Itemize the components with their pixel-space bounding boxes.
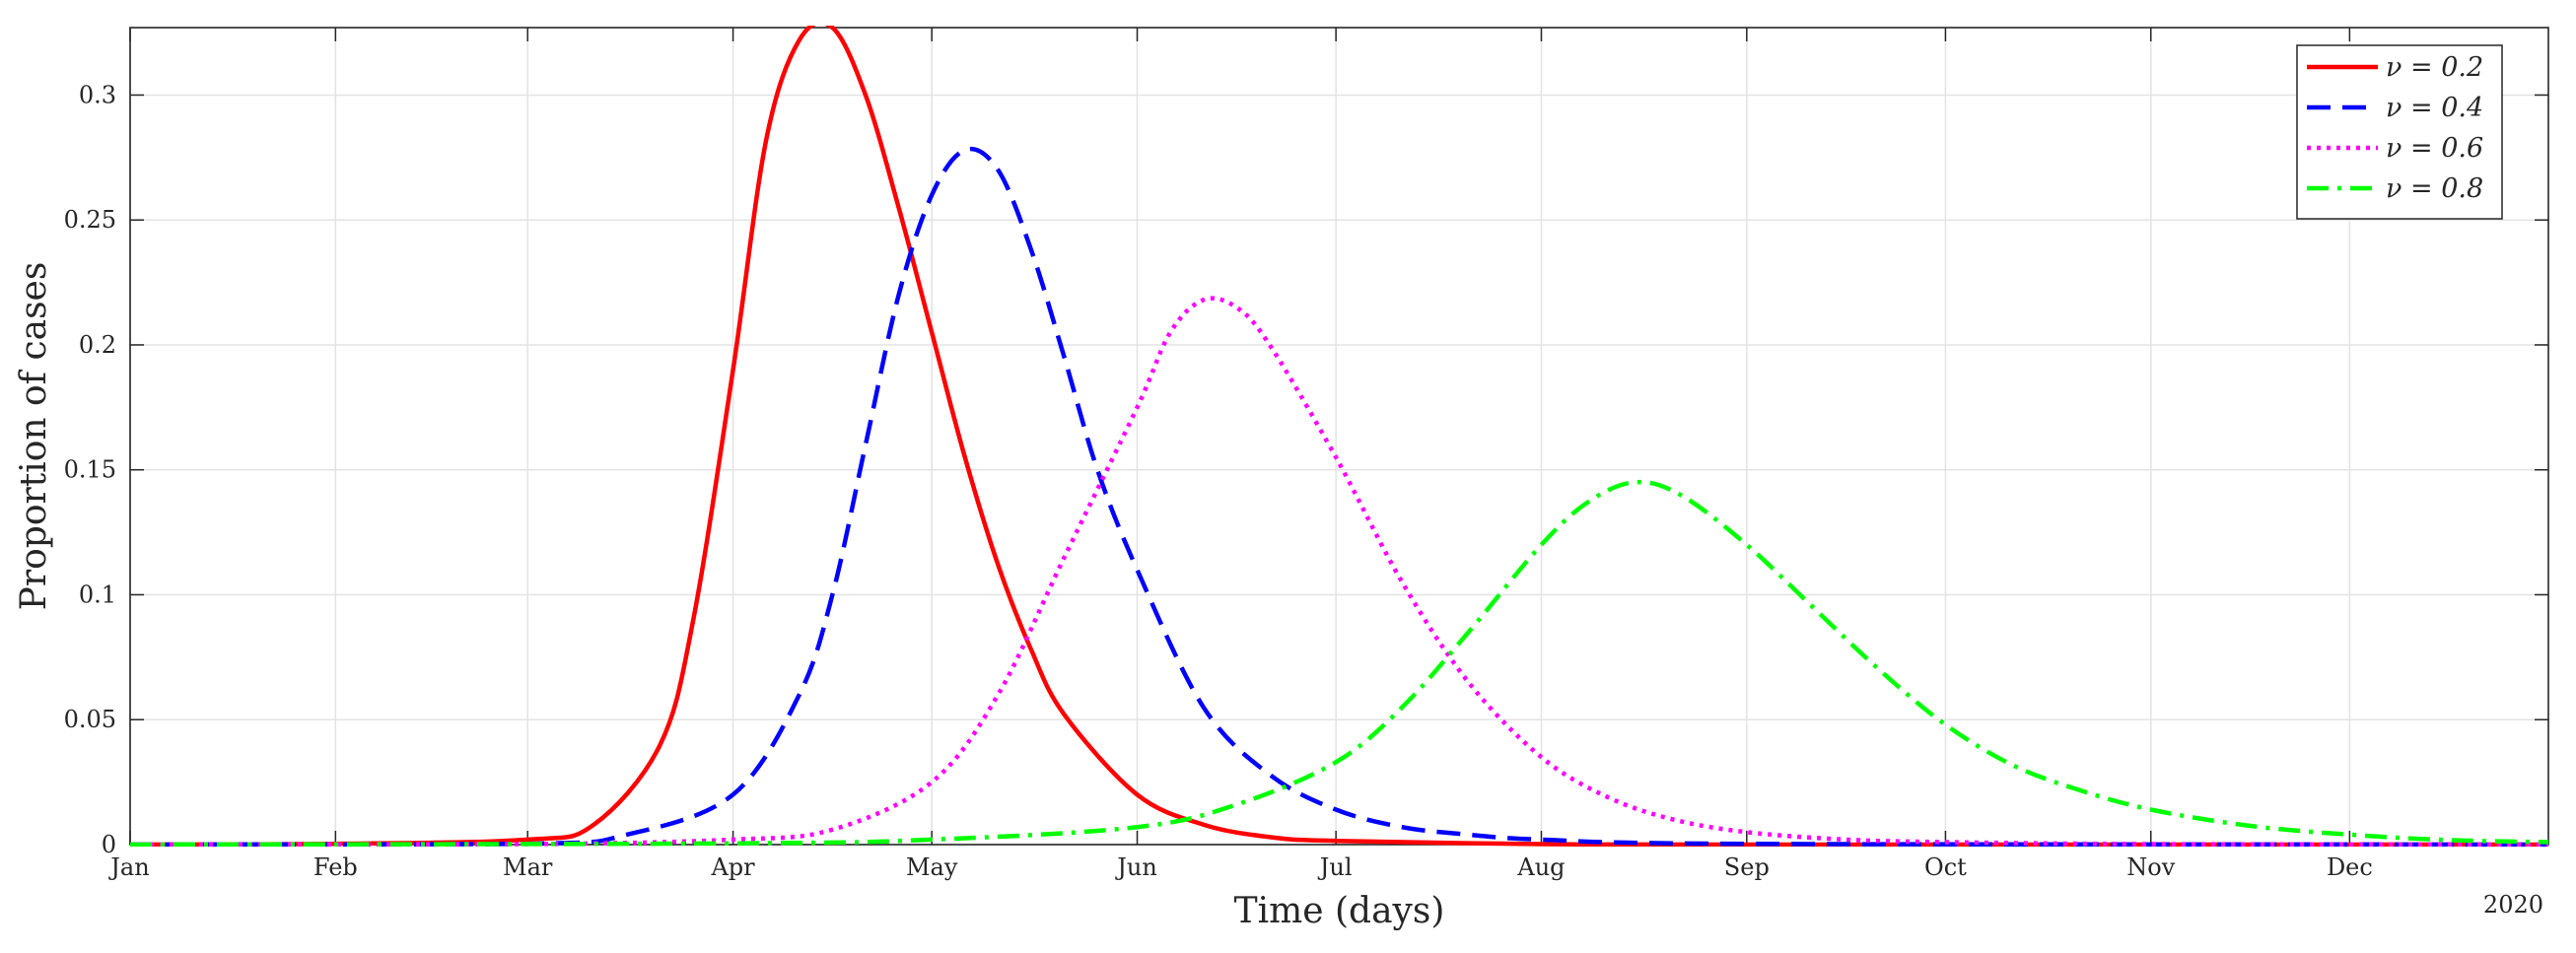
legend-label-2: ν = 0.4 [2386, 93, 2483, 123]
legend-label-3: ν = 0.6 [2386, 133, 2483, 164]
tick-labels: Jan Feb Mar Apr May Jun Jul Aug Sep Oct Nov Dec 0 0.0… [64, 81, 2373, 881]
x-tick-label: Aug [1516, 853, 1565, 881]
y-tick-label: 0.15 [64, 456, 116, 484]
x-tick-label: Jun [1114, 853, 1157, 881]
y-tick-label: 0.05 [64, 706, 116, 733]
year-label: 2020 [2483, 891, 2543, 919]
x-tick-label: Jul [1317, 853, 1353, 881]
y-tick-label: 0.2 [79, 331, 116, 359]
x-tick-label: Dec [2327, 853, 2373, 881]
x-tick-label: Oct [1924, 853, 1967, 881]
x-tick-label: Feb [313, 853, 358, 881]
x-tick-label: May [906, 853, 958, 881]
y-tick-label: 0 [102, 831, 116, 858]
plot-area-frame [129, 27, 2549, 846]
legend-label-4: ν = 0.8 [2386, 173, 2483, 204]
y-tick-label: 0.25 [64, 206, 116, 234]
x-tick-label: Jan [107, 853, 149, 881]
legend-box [2296, 44, 2503, 220]
x-axis-label: Time (days) [1234, 891, 1445, 931]
x-tick-label: Nov [2126, 853, 2175, 881]
y-tick-label: 0.1 [79, 580, 116, 608]
y-axis-label: Proportion of cases [14, 262, 54, 611]
legend: ν = 0.2 ν = 0.4 ν = 0.6 ν = 0.8 [2296, 44, 2503, 220]
series-line-2 [130, 146, 2548, 847]
legend-label-1: ν = 0.2 [2386, 52, 2483, 83]
series-line-1 [130, 26, 2548, 847]
x-tick-label: Apr [710, 853, 755, 881]
series-group [130, 26, 2548, 847]
x-tick-label: Mar [503, 853, 553, 881]
x-tick-label: Sep [1724, 853, 1770, 881]
y-tick-label: 0.3 [79, 81, 116, 108]
